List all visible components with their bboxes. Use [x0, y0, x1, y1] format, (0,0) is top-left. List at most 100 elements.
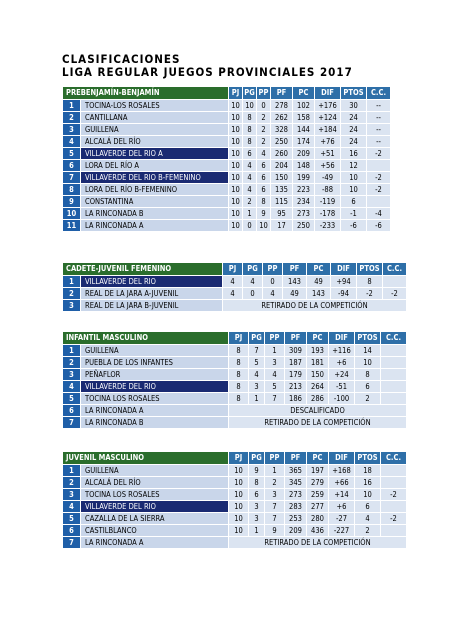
table-row: 3 REAL DE LA JARA B-JUVENIL RETIRADO DE LA… — [62, 299, 407, 312]
position-cell: 7 — [62, 171, 81, 184]
team-name: CAZALLA DE LA SIERRA — [80, 512, 229, 525]
stat-cell — [380, 524, 407, 537]
stat-cell: 7 — [264, 512, 285, 525]
stat-cell: 10 — [228, 111, 243, 124]
stat-cell: 3 — [248, 500, 265, 513]
column-header: PJ — [228, 331, 249, 345]
stat-cell: 2 — [256, 111, 271, 124]
position-cell: 5 — [62, 147, 81, 160]
stat-cell: 10 — [228, 207, 243, 220]
team-name: ALCALÁ DEL RÍO — [80, 476, 229, 489]
position-cell: 5 — [62, 392, 81, 405]
stat-cell: 10 — [242, 99, 257, 112]
stat-cell: 283 — [284, 500, 307, 513]
table-row: 3 GUILLENA 10 8 2 328 144 +184 24 -- — [62, 123, 391, 136]
team-name: TOCINA-LOS ROSALES — [80, 99, 229, 112]
stat-cell — [380, 500, 407, 513]
stat-cell: +24 — [328, 368, 355, 381]
stat-cell: 16 — [340, 147, 367, 160]
stat-cell: 10 — [228, 512, 249, 525]
column-header: C.C. — [380, 451, 407, 465]
team-name: LA RINCONADA A — [80, 219, 229, 232]
category-label: CADETE-JUVENIL FEMENINO — [62, 262, 223, 276]
stat-cell: 2 — [256, 123, 271, 136]
stat-cell: 9 — [248, 464, 265, 477]
table-row: 10 LA RINCONADA B 10 1 9 95 273 -178 -1 -4 — [62, 207, 391, 220]
team-name: LORA DEL RÍO A — [80, 159, 229, 172]
position-cell: 1 — [62, 275, 81, 288]
stat-cell: 8 — [256, 195, 271, 208]
table-row: 1 GUILLENA 10 9 1 365 197 +168 18 — [62, 464, 407, 477]
column-header: DIF — [328, 331, 355, 345]
stat-cell: 3 — [264, 356, 285, 369]
column-header: PC — [306, 331, 329, 345]
stat-cell: 49 — [306, 275, 331, 288]
stat-cell: 6 — [256, 171, 271, 184]
stat-cell: 30 — [340, 99, 367, 112]
stat-cell: 279 — [306, 476, 329, 489]
stat-cell: -2 — [380, 512, 407, 525]
stat-cell: 436 — [306, 524, 329, 537]
stat-cell: 10 — [228, 135, 243, 148]
stat-cell: 8 — [356, 275, 383, 288]
team-name: LA RINCONADA A — [80, 404, 229, 417]
position-cell: 10 — [62, 207, 81, 220]
stat-cell: 209 — [292, 147, 315, 160]
category-label: PREBENJAMÍN-BENJAMÍN — [62, 86, 229, 100]
stat-cell: 10 — [228, 524, 249, 537]
position-cell: 7 — [62, 416, 81, 429]
table-row: 6 LA RINCONADA A DESCALIFICADO — [62, 404, 407, 417]
table-row: 4 VILLAVERDE DEL RIO 10 3 7 283 277 +6 6 — [62, 500, 407, 513]
stat-cell: 174 — [292, 135, 315, 148]
table-row: 5 TOCINA LOS ROSALES 8 1 7 186 286 -100 2 — [62, 392, 407, 405]
stat-cell: 10 — [228, 123, 243, 136]
position-cell: 8 — [62, 183, 81, 196]
stat-cell: 135 — [270, 183, 293, 196]
stat-cell: 4 — [256, 147, 271, 160]
stat-cell: 10 — [228, 488, 249, 501]
position-cell: 4 — [62, 135, 81, 148]
stat-cell: 10 — [256, 219, 271, 232]
table-row: 5 VILLAVERDE DEL RIO A 10 6 4 260 209 +51 16 -2 — [62, 147, 391, 160]
stat-cell: 4 — [242, 275, 263, 288]
team-name: VILLAVERDE DEL RIO — [80, 275, 223, 288]
column-header: PC — [306, 262, 331, 276]
table-row: 1 GUILLENA 8 7 1 309 193 +116 14 — [62, 344, 407, 357]
stat-cell: +116 — [328, 344, 355, 357]
stat-cell — [366, 195, 391, 208]
position-cell: 2 — [62, 111, 81, 124]
stat-cell: -178 — [314, 207, 341, 220]
team-name: REAL DE LA JARA B-JUVENIL — [80, 299, 223, 312]
page-subtitle: LIGA REGULAR JUEGOS PROVINCIALES 2017 — [62, 65, 353, 79]
stat-cell: 10 — [340, 171, 367, 184]
position-cell: 1 — [62, 344, 81, 357]
stat-cell — [380, 356, 407, 369]
team-name: TOCINA LOS ROSALES — [80, 392, 229, 405]
table-row: 4 VILLAVERDE DEL RIO 8 3 5 213 264 -51 6 — [62, 380, 407, 393]
table-row: 2 ALCALÁ DEL RÍO 10 8 2 345 279 +66 16 — [62, 476, 407, 489]
stat-cell: 7 — [248, 344, 265, 357]
position-cell: 11 — [62, 219, 81, 232]
team-name: LA RINCONADA B — [80, 207, 229, 220]
stat-cell: 0 — [242, 287, 263, 300]
table-row: 4 ALCALÁ DEL RÍO 10 8 2 250 174 +76 24 -- — [62, 135, 391, 148]
table-row: 1 TOCINA-LOS ROSALES 10 10 0 278 102 +176 30 -- — [62, 99, 391, 112]
team-name: GUILLENA — [80, 344, 229, 357]
stat-cell: 9 — [264, 524, 285, 537]
category-label: INFANTIL MASCULINO — [62, 331, 229, 345]
column-header: PTOS — [354, 451, 381, 465]
stat-cell: 278 — [270, 99, 293, 112]
column-header: PTOS — [356, 262, 383, 276]
position-cell: 4 — [62, 380, 81, 393]
stat-cell: 3 — [264, 488, 285, 501]
stat-cell: 181 — [306, 356, 329, 369]
stat-cell: 234 — [292, 195, 315, 208]
column-header: C.C. — [382, 262, 407, 276]
stat-cell: 4 — [354, 512, 381, 525]
team-name: PUEBLA DE LOS INFANTES — [80, 356, 229, 369]
table-row: 3 TOCINA LOS ROSALES 10 6 3 273 259 +14 10 -2 — [62, 488, 407, 501]
team-name: VILLAVERDE DEL RIO — [80, 500, 229, 513]
stat-cell: 197 — [306, 464, 329, 477]
column-header: PF — [270, 86, 293, 100]
team-name: PEÑAFLOR — [80, 368, 229, 381]
